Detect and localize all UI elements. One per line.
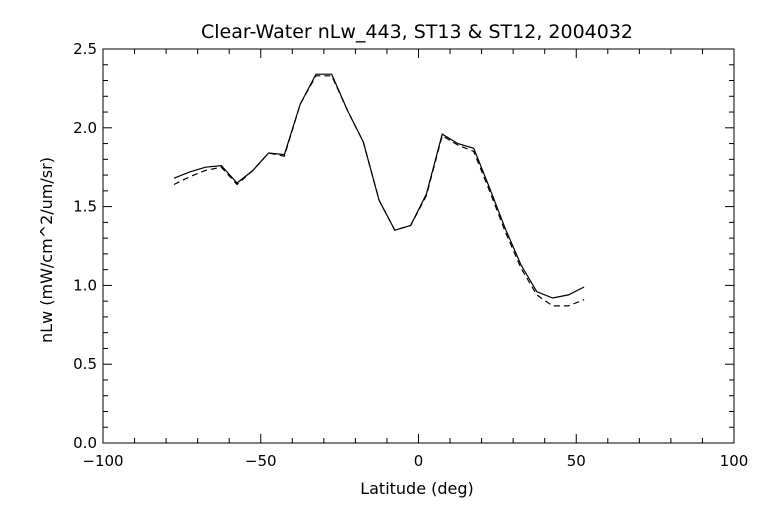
y-tick-label: 1.0 bbox=[73, 276, 97, 294]
series-line-dashed bbox=[173, 75, 585, 307]
axis-ticks bbox=[102, 48, 735, 444]
x-axis-label: Latitude (deg) bbox=[360, 479, 474, 498]
series-line-solid bbox=[173, 73, 585, 299]
plot-frame bbox=[102, 48, 735, 444]
y-tick-label: 0.5 bbox=[73, 355, 97, 373]
x-tick-label: −50 bbox=[245, 452, 277, 470]
data-series bbox=[173, 73, 585, 307]
x-tick-label: 0 bbox=[414, 452, 424, 470]
y-tick-label: 2.5 bbox=[73, 40, 97, 58]
y-tick-label: 2.0 bbox=[73, 119, 97, 137]
x-tick-label: 100 bbox=[720, 452, 749, 470]
y-tick-label: 1.5 bbox=[73, 198, 97, 216]
x-tick-label: −100 bbox=[82, 452, 123, 470]
x-tick-label: 50 bbox=[567, 452, 586, 470]
y-tick-label: 0.0 bbox=[73, 434, 97, 452]
y-axis-label: nLw (mW/cm^2/um/sr) bbox=[37, 157, 56, 343]
axis-tick-labels: −100 −50 0 50 100 0.0 0.5 1.0 1.5 2.0 2.5 bbox=[73, 40, 748, 470]
chart-title: Clear-Water nLw_443, ST13 & ST12, 200403… bbox=[201, 21, 633, 43]
